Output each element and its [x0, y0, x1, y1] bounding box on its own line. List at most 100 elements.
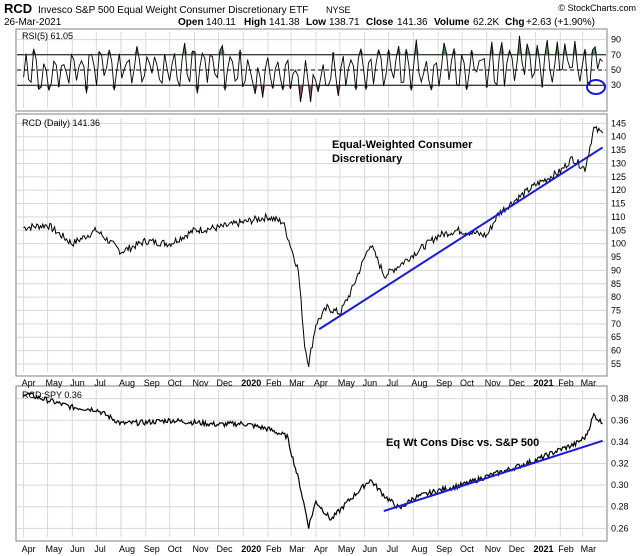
chg-label: Chg	[505, 17, 524, 28]
rsi-oversold-area	[96, 85, 100, 86]
x-tick-label: Dec	[216, 378, 233, 388]
exchange: NYSE	[326, 5, 351, 15]
rsi-overbought-area	[162, 53, 165, 55]
y-tick-label: 60	[611, 346, 621, 356]
y-tick-label: 90	[611, 265, 621, 275]
x-tick-label: Sep	[436, 378, 452, 388]
security-name: Invesco S&P 500 Equal Weight Consumer Di…	[38, 5, 308, 16]
x-tick-label: 2020	[241, 544, 261, 554]
rsi-overbought-area	[136, 46, 140, 55]
y-tick-label: 140	[611, 132, 626, 142]
grid-layer	[17, 32, 606, 537]
high-value: 141.38	[269, 17, 300, 28]
y-tick-label: 0.30	[611, 480, 629, 490]
x-tick-label: Oct	[168, 378, 183, 388]
volume-label: Volume	[434, 17, 470, 28]
rsi-overbought-area	[592, 46, 596, 55]
x-tick-label: Mar	[289, 378, 305, 388]
x-tick-label: Nov	[192, 378, 209, 388]
rsi-oversold-area	[542, 85, 545, 88]
x-tick-label: Sep	[144, 378, 160, 388]
rsi-overbought-area	[194, 51, 198, 55]
rsi-oversold-area	[539, 85, 543, 88]
rsi-overbought-area	[219, 45, 223, 55]
rsi-overbought-area	[23, 53, 27, 55]
y-tick-label: 85	[611, 279, 621, 289]
x-tick-label: Feb	[266, 378, 282, 388]
y-tick-label: 130	[611, 158, 626, 168]
x-tick-label: Nov	[192, 544, 209, 554]
x-tick-label: 2021	[534, 378, 554, 388]
price-series-line	[23, 125, 604, 367]
x-tick-label: Jul	[94, 378, 106, 388]
x-tick-label: Aug	[411, 378, 427, 388]
y-tick-label: 0.34	[611, 437, 629, 447]
rsi-series-line	[23, 35, 603, 102]
y-tick-label: 0.26	[611, 523, 629, 533]
close-label: Close	[366, 17, 394, 28]
rsi-overbought-area	[529, 53, 533, 55]
x-axis-labels-ratio: Apr May Jun Jul Aug Sep Oct Nov Dec 2020 Feb Mar Apr…	[22, 544, 597, 554]
rsi-oversold-area	[459, 85, 462, 86]
x-tick-label: Dec	[216, 544, 233, 554]
rsi-oversold-area	[94, 85, 97, 86]
x-tick-label: Sep	[436, 544, 452, 554]
rsi-oversold-area	[303, 85, 306, 86]
y-tick-label: 75	[611, 306, 621, 316]
x-tick-label: Jul	[387, 544, 399, 554]
x-tick-label: Aug	[119, 544, 135, 554]
x-tick-label: Mar	[581, 544, 597, 554]
y-tick-label: 55	[611, 359, 621, 369]
rsi-oversold-area	[315, 85, 319, 92]
x-tick-label: Nov	[485, 378, 502, 388]
y-tick-label: 0.38	[611, 394, 629, 404]
rsi-overbought-area	[537, 45, 540, 55]
x-tick-label: Feb	[558, 544, 574, 554]
y-tick-label: 115	[611, 199, 625, 209]
rsi-oversold-area	[383, 85, 387, 87]
rsi-oversold-area	[179, 85, 183, 87]
rsi-overbought-area	[174, 53, 178, 55]
x-tick-label: Mar	[581, 378, 597, 388]
y-tick-label: 145	[611, 118, 626, 128]
y-tick-label: 65	[611, 332, 621, 342]
y-tick-label: 135	[611, 145, 626, 155]
low-label: Low	[306, 17, 326, 28]
y-tick-label: 110	[611, 212, 625, 222]
trendline-layer	[318, 146, 604, 513]
close-value: 141.36	[397, 17, 428, 28]
x-tick-label: Sep	[144, 544, 160, 554]
x-tick-label: Apr	[314, 378, 328, 388]
x-tick-label: Jun	[363, 378, 378, 388]
y-tick-label: 30	[611, 80, 621, 90]
y-tick-label: 50	[611, 65, 621, 75]
x-tick-label: May	[338, 378, 356, 388]
x-tick-label: Dec	[509, 544, 526, 554]
date: 26-Mar-2021	[4, 17, 62, 28]
watermark: © StockCharts.com	[558, 3, 636, 13]
chart-header: RCD Invesco S&P 500 Equal Weight Consume…	[4, 1, 636, 28]
symbol: RCD	[4, 1, 32, 16]
x-tick-label: May	[338, 544, 356, 554]
x-tick-label: 2021	[534, 544, 554, 554]
rsi-legend: RSI(5) 61.05	[22, 31, 73, 41]
y-tick-label: 90	[611, 35, 621, 45]
price-annotation: Equal-Weighted Consumer Discretionary	[332, 139, 473, 165]
rsi-oversold-area	[41, 85, 44, 88]
x-tick-label: Aug	[119, 378, 135, 388]
x-tick-label: Feb	[266, 544, 282, 554]
y-tick-label: 80	[611, 292, 621, 302]
rsi-overbought-area	[164, 53, 168, 55]
y-tick-label: 0.36	[611, 415, 629, 425]
ratio-trendline	[383, 439, 603, 513]
x-tick-label: Apr	[314, 544, 328, 554]
ratio-legend: RCD:SPY 0.36	[22, 390, 82, 400]
x-tick-label: Oct	[168, 544, 183, 554]
rsi-oversold-area	[345, 85, 349, 87]
rsi-overbought-area	[119, 53, 122, 55]
y-tick-label: 120	[611, 185, 626, 195]
series-layer	[23, 35, 604, 529]
rsi-oversold-area	[328, 85, 331, 86]
y-tick-label: 0.32	[611, 459, 629, 469]
